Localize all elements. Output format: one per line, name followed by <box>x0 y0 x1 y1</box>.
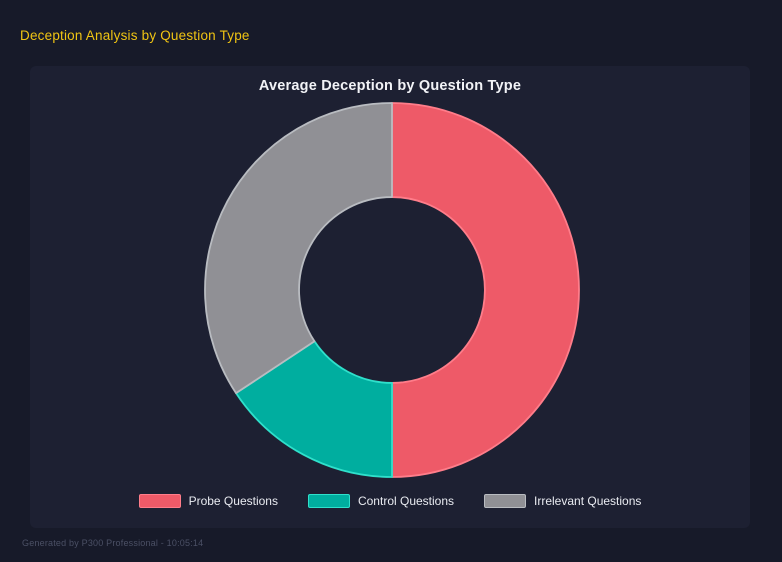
chart-panel: Average Deception by Question Type Probe… <box>30 66 750 528</box>
legend-swatch <box>484 494 527 508</box>
chart-title: Average Deception by Question Type <box>258 78 522 94</box>
donut-segment-control-questions[interactable] <box>235 340 393 478</box>
donut-chart-container <box>192 90 592 490</box>
page-footer: Generated by P300 Professional - 10:05:1… <box>22 538 204 548</box>
legend-item-irrelevant-questions[interactable]: Irrelevant Questions <box>484 494 641 508</box>
legend-swatch <box>307 494 350 508</box>
legend-label: Control Questions <box>357 494 455 508</box>
chart-legend: Probe Questions Control Questions Irreleva… <box>30 494 750 508</box>
legend-swatch <box>138 494 181 508</box>
legend-label: Probe Questions <box>188 494 278 508</box>
page-title: Deception Analysis by Question Type <box>20 28 250 43</box>
donut-segment-probe-questions[interactable] <box>391 102 580 478</box>
donut-segment-irrelevant-questions[interactable] <box>204 102 393 395</box>
legend-item-probe-questions[interactable]: Probe Questions <box>138 494 278 508</box>
legend-label: Irrelevant Questions <box>534 494 642 508</box>
donut-chart <box>204 102 580 478</box>
legend-item-control-questions[interactable]: Control Questions <box>307 494 455 508</box>
